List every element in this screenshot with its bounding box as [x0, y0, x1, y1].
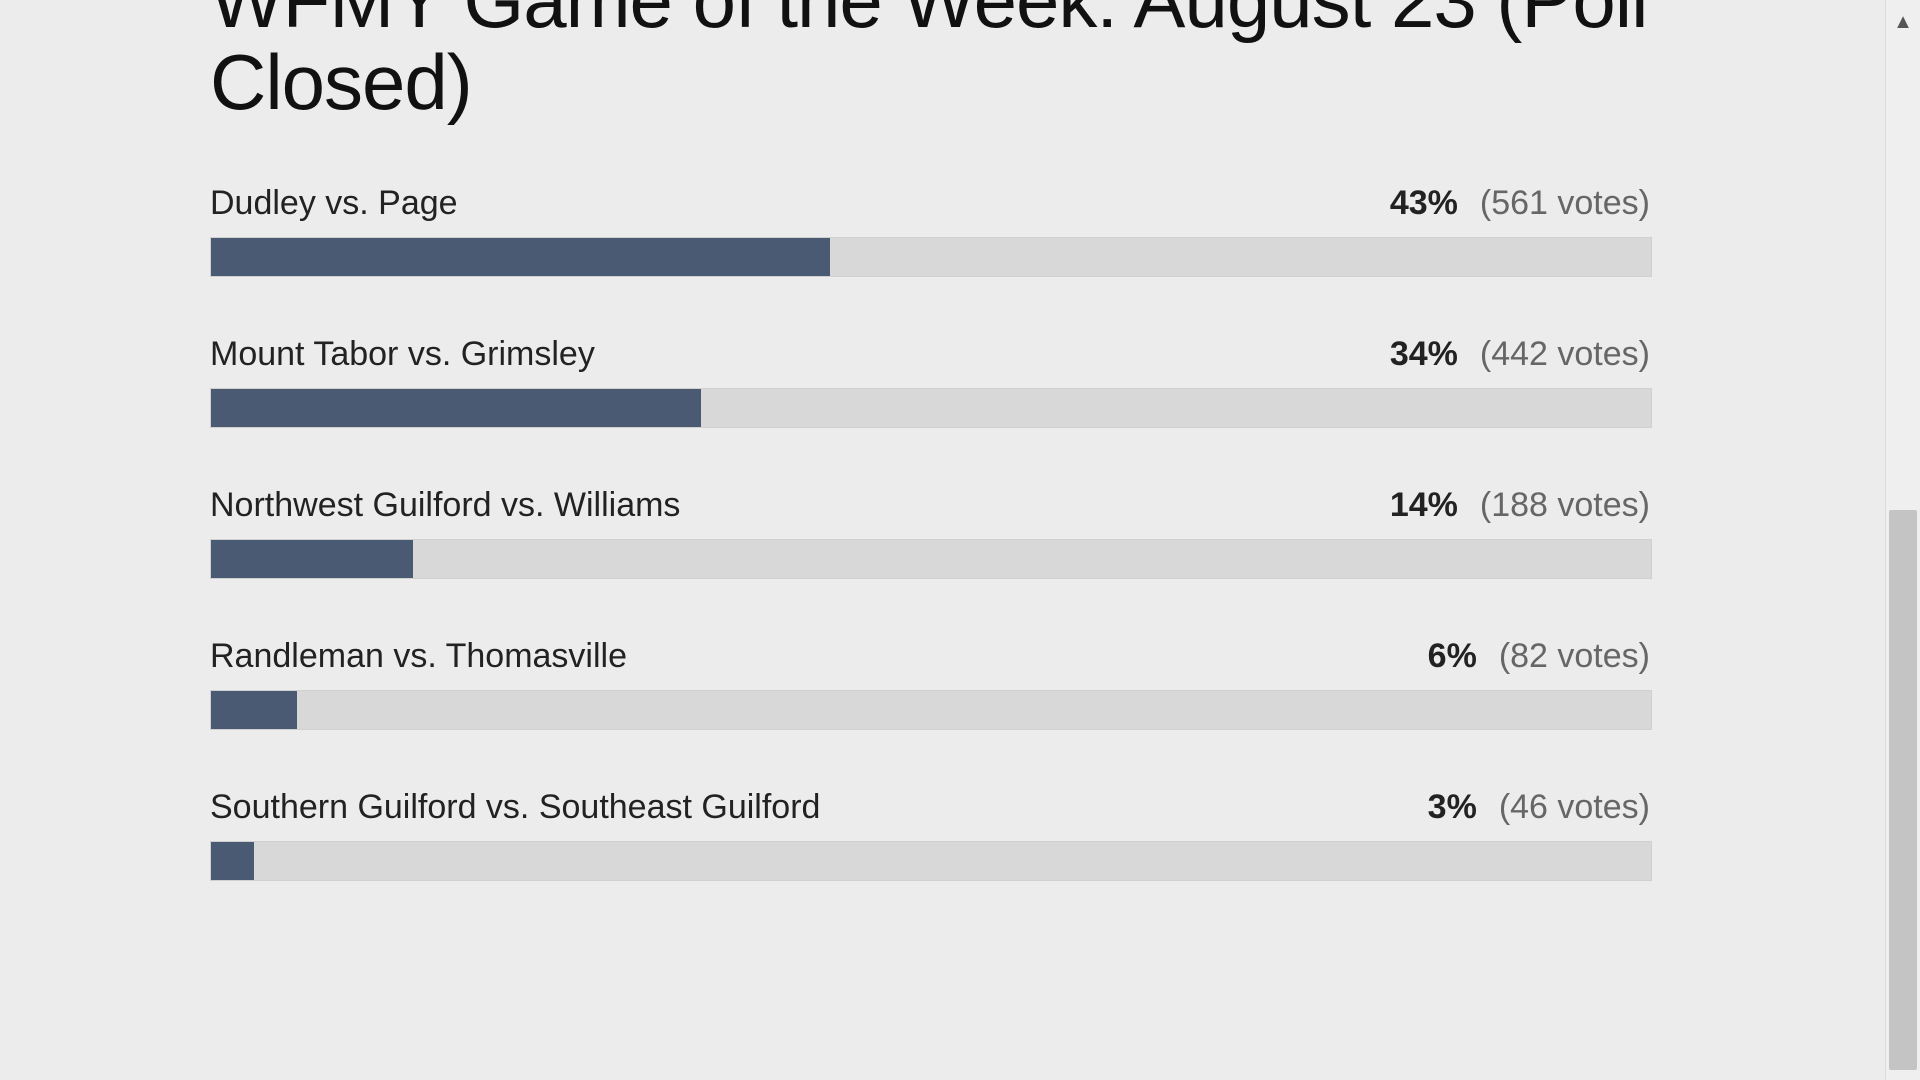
- poll-bar-track: [210, 841, 1652, 881]
- poll-item-label: Dudley vs. Page: [210, 184, 458, 223]
- poll-item-votes: (188 votes): [1480, 486, 1650, 525]
- poll-bar-track: [210, 237, 1652, 277]
- poll-item-row: Southern Guilford vs. Southeast Guilford…: [210, 788, 1650, 827]
- poll-bar-fill: [211, 540, 413, 578]
- poll-item-stats: 3% (46 votes): [1428, 788, 1650, 827]
- poll-item-label: Randleman vs. Thomasville: [210, 637, 627, 676]
- poll-item-row: Mount Tabor vs. Grimsley 34% (442 votes): [210, 335, 1650, 374]
- poll-item-label: Southern Guilford vs. Southeast Guilford: [210, 788, 820, 827]
- poll-item-label: Mount Tabor vs. Grimsley: [210, 335, 595, 374]
- poll-item-votes: (561 votes): [1480, 184, 1650, 223]
- poll-item-stats: 43% (561 votes): [1390, 184, 1650, 223]
- poll-item: Dudley vs. Page 43% (561 votes): [210, 184, 1650, 277]
- poll-bar-track: [210, 539, 1652, 579]
- poll-item: Mount Tabor vs. Grimsley 34% (442 votes): [210, 335, 1650, 428]
- poll-bar-fill: [211, 238, 830, 276]
- poll-content: WFMY Game of the Week: August 23 (Poll C…: [210, 0, 1650, 939]
- scrollbar-thumb[interactable]: [1889, 510, 1917, 1070]
- poll-item: Randleman vs. Thomasville 6% (82 votes): [210, 637, 1650, 730]
- poll-item-percent: 6%: [1428, 637, 1477, 676]
- poll-bar-fill: [211, 389, 701, 427]
- poll-bar-fill: [211, 691, 297, 729]
- poll-bar-track: [210, 690, 1652, 730]
- vertical-scrollbar[interactable]: ▲: [1885, 0, 1920, 1080]
- poll-item-percent: 14%: [1390, 486, 1458, 525]
- poll-item-label: Northwest Guilford vs. Williams: [210, 486, 680, 525]
- poll-item-percent: 34%: [1390, 335, 1458, 374]
- poll-bar-track: [210, 388, 1652, 428]
- poll-item: Southern Guilford vs. Southeast Guilford…: [210, 788, 1650, 881]
- poll-bar-fill: [211, 842, 254, 880]
- poll-item-stats: 34% (442 votes): [1390, 335, 1650, 374]
- poll-item-votes: (46 votes): [1499, 788, 1650, 827]
- poll-item-votes: (442 votes): [1480, 335, 1650, 374]
- poll-item: Northwest Guilford vs. Williams 14% (188…: [210, 486, 1650, 579]
- scroll-up-arrow-icon[interactable]: ▲: [1886, 0, 1920, 44]
- poll-item-percent: 3%: [1428, 788, 1477, 827]
- poll-title: WFMY Game of the Week: August 23 (Poll C…: [210, 0, 1650, 124]
- poll-item-row: Randleman vs. Thomasville 6% (82 votes): [210, 637, 1650, 676]
- poll-item-stats: 6% (82 votes): [1428, 637, 1650, 676]
- poll-item-votes: (82 votes): [1499, 637, 1650, 676]
- poll-item-row: Northwest Guilford vs. Williams 14% (188…: [210, 486, 1650, 525]
- poll-item-row: Dudley vs. Page 43% (561 votes): [210, 184, 1650, 223]
- poll-item-percent: 43%: [1390, 184, 1458, 223]
- poll-results-panel: WFMY Game of the Week: August 23 (Poll C…: [0, 0, 1920, 1080]
- poll-item-stats: 14% (188 votes): [1390, 486, 1650, 525]
